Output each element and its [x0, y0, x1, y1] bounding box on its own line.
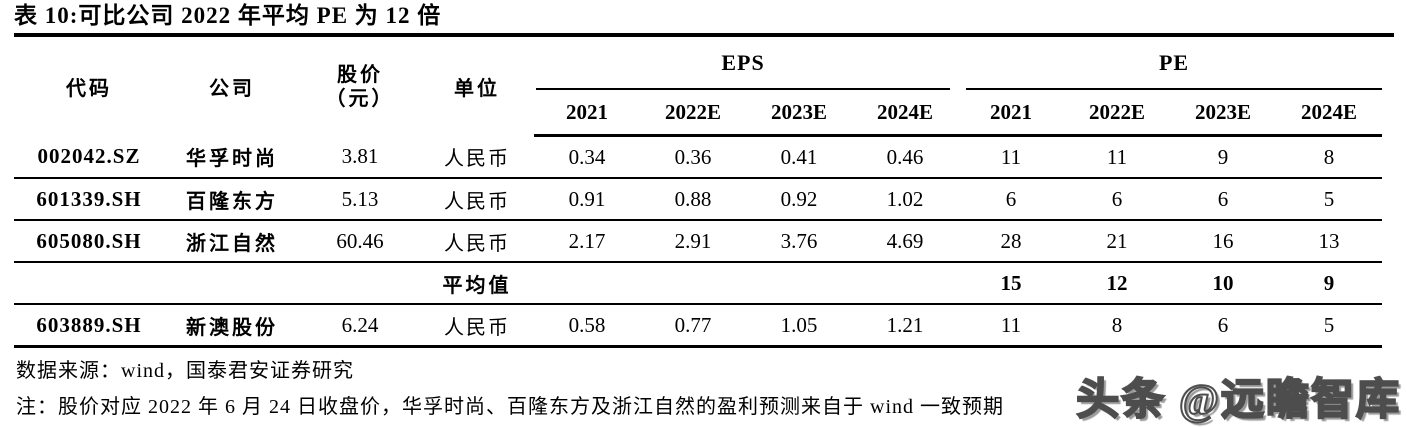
cell-price: 6.24	[300, 304, 420, 348]
cell-eps-2023e: 1.05	[746, 304, 852, 348]
cell-pe-2022e: 6	[1064, 178, 1171, 221]
cell-eps-2024e: 1.02	[852, 178, 959, 221]
cell-pe-2023e: 6	[1170, 304, 1277, 348]
cell-company: 华孚时尚	[164, 135, 300, 179]
cell-eps-2021: 0.91	[534, 178, 640, 221]
cell-empty	[852, 262, 959, 305]
cell-eps-2022e: 2.91	[640, 220, 746, 263]
cell-pe-2023e: 6	[1170, 178, 1277, 221]
cell-eps-2024e: 1.21	[852, 304, 959, 348]
header-eps-label: EPS	[536, 38, 951, 90]
header-price-line2: （元）	[325, 87, 395, 110]
cell-eps-2022e: 0.36	[640, 135, 746, 179]
cell-empty	[164, 262, 300, 305]
header-pe-2024e: 2024E	[1276, 90, 1383, 137]
cell-company: 新澳股份	[164, 304, 300, 348]
cell-pe-2024e: 5	[1276, 178, 1383, 221]
cell-pe-2022e: 11	[1064, 135, 1171, 179]
table-body: 002042.SZ 华孚时尚 3.81 人民币 0.34 0.36 0.41 0…	[14, 135, 1383, 348]
cell-unit: 人民币	[420, 220, 534, 263]
header-unit: 单位	[454, 78, 500, 101]
header-group-row: 代码 公司 股价 （元） 单位 EPS PE	[14, 38, 1383, 110]
cell-eps-2023e: 0.92	[746, 178, 852, 221]
header-eps-2024e: 2024E	[852, 90, 959, 137]
cell-pe-2024e: 13	[1276, 220, 1383, 263]
cell-eps-2024e: 0.46	[852, 135, 959, 179]
cell-avg-pe-2022e: 12	[1064, 262, 1171, 305]
cell-unit: 人民币	[420, 304, 534, 348]
header-pe-2022e: 2022E	[1064, 90, 1171, 137]
header-eps-2021: 2021	[534, 90, 640, 137]
cell-pe-2024e: 5	[1276, 304, 1383, 348]
cell-empty	[534, 262, 640, 305]
cell-code: 002042.SZ	[14, 135, 164, 179]
table-row: 601339.SH 百隆东方 5.13 人民币 0.91 0.88 0.92 1…	[14, 178, 1383, 221]
cell-pe-2022e: 8	[1064, 304, 1171, 348]
table-row: 002042.SZ 华孚时尚 3.81 人民币 0.34 0.36 0.41 0…	[14, 135, 1383, 179]
cell-pe-2022e: 21	[1064, 220, 1171, 263]
cell-price: 60.46	[300, 220, 420, 263]
data-source-line: 数据来源：wind，国泰君安证券研究	[16, 360, 354, 382]
watermark: 头条 @远瞻智库	[1075, 376, 1401, 425]
table-header: 代码 公司 股价 （元） 单位 EPS PE 2021 2022E 2023E …	[14, 38, 1383, 137]
cell-unit: 人民币	[420, 135, 534, 179]
cell-pe-2023e: 9	[1170, 135, 1277, 179]
cell-empty	[640, 262, 746, 305]
comparable-companies-table: 代码 公司 股价 （元） 单位 EPS PE 2021 2022E 2023E …	[14, 38, 1383, 348]
cell-empty	[14, 262, 164, 305]
cell-avg-pe-2024e: 9	[1276, 262, 1383, 305]
table-row: 603889.SH 新澳股份 6.24 人民币 0.58 0.77 1.05 1…	[14, 304, 1383, 348]
header-pe-2021: 2021	[958, 90, 1065, 137]
cell-pe-2021: 6	[958, 178, 1065, 221]
cell-unit: 人民币	[420, 178, 534, 221]
table-title: 表 10:可比公司 2022 年平均 PE 为 12 倍	[14, 2, 1394, 37]
cell-empty	[746, 262, 852, 305]
cell-price: 5.13	[300, 178, 420, 221]
average-label: 平均值	[420, 262, 534, 305]
footnote-line: 注：股价对应 2022 年 6 月 24 日收盘价，华孚时尚、百隆东方及浙江自然…	[16, 396, 1004, 418]
cell-pe-2021: 28	[958, 220, 1065, 263]
cell-eps-2022e: 0.88	[640, 178, 746, 221]
cell-eps-2021: 2.17	[534, 220, 640, 263]
cell-eps-2021: 0.34	[534, 135, 640, 179]
header-price: 股价 （元）	[300, 38, 420, 136]
header-year-row: 2021 2022E 2023E 2024E 2021 2022E 2023E …	[14, 90, 1383, 137]
cell-price: 3.81	[300, 135, 420, 179]
header-pe-2023e: 2023E	[1170, 90, 1277, 137]
cell-eps-2021: 0.58	[534, 304, 640, 348]
cell-eps-2023e: 0.41	[746, 135, 852, 179]
header-pe-label: PE	[966, 38, 1383, 90]
cell-avg-pe-2023e: 10	[1170, 262, 1277, 305]
cell-empty	[300, 262, 420, 305]
cell-eps-2022e: 0.77	[640, 304, 746, 348]
header-code: 代码	[66, 78, 112, 101]
header-eps-2022e: 2022E	[640, 90, 746, 137]
cell-avg-pe-2021: 15	[958, 262, 1065, 305]
cell-code: 603889.SH	[14, 304, 164, 348]
cell-company: 百隆东方	[164, 178, 300, 221]
header-price-line1: 股价	[337, 63, 383, 86]
header-company: 公司	[209, 78, 255, 101]
cell-eps-2024e: 4.69	[852, 220, 959, 263]
header-pe-group: PE	[958, 38, 1383, 90]
cell-code: 605080.SH	[14, 220, 164, 263]
header-eps-2023e: 2023E	[746, 90, 852, 137]
average-row: 平均值 15 12 10 9	[14, 262, 1383, 305]
cell-pe-2024e: 8	[1276, 135, 1383, 179]
cell-pe-2021: 11	[958, 304, 1065, 348]
cell-company: 浙江自然	[164, 220, 300, 263]
cell-code: 601339.SH	[14, 178, 164, 221]
cell-eps-2023e: 3.76	[746, 220, 852, 263]
cell-pe-2021: 11	[958, 135, 1065, 179]
cell-pe-2023e: 16	[1170, 220, 1277, 263]
table-row: 605080.SH 浙江自然 60.46 人民币 2.17 2.91 3.76 …	[14, 220, 1383, 263]
header-eps-group: EPS	[534, 38, 958, 90]
